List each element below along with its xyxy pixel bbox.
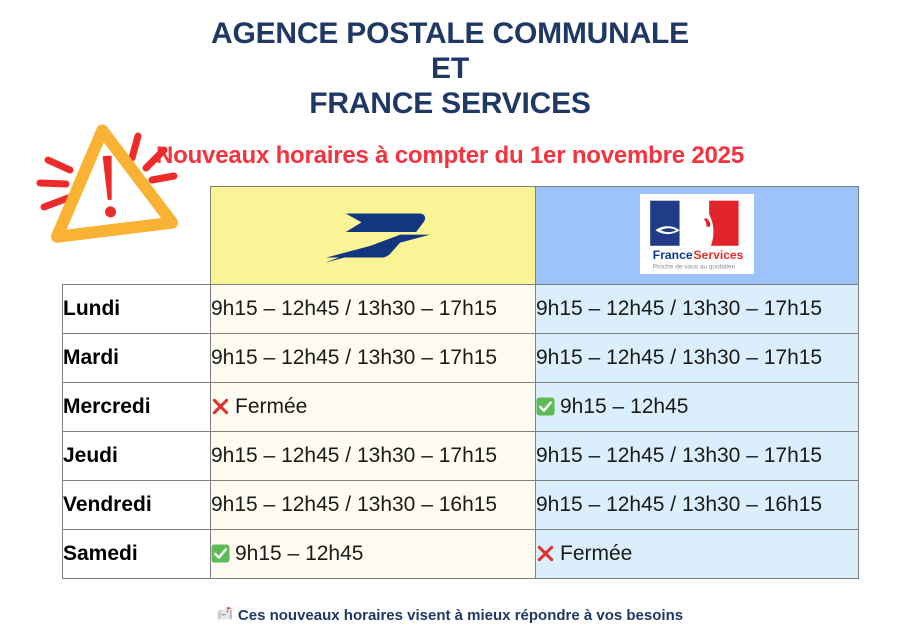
fs-logo-word-services: Services — [694, 248, 744, 262]
footer-note: Ces nouveaux horaires visent à mieux rép… — [0, 606, 900, 624]
hours-text: 9h15 – 12h45 / 13h30 – 17h15 — [536, 297, 823, 320]
hours-text: 9h15 – 12h45 / 13h30 – 16h15 — [536, 493, 823, 516]
hours-text: 9h15 – 12h45 / 13h30 – 17h15 — [211, 346, 498, 369]
hours-france-services-mercredi: 9h15 – 12h45 — [535, 382, 859, 432]
hours-text: Fermée — [560, 542, 633, 565]
check-icon — [211, 544, 230, 563]
page-title: AGENCE POSTALE COMMUNALE ET FRANCE SERVI… — [0, 16, 900, 121]
hours-france-services-mardi: 9h15 – 12h45 / 13h30 – 17h15 — [535, 333, 859, 383]
hours-la-poste-lundi: 9h15 – 12h45 / 13h30 – 17h15 — [210, 284, 536, 334]
hours-text: 9h15 – 12h45 / 13h30 – 17h15 — [536, 444, 823, 467]
mailbox-icon — [217, 606, 234, 623]
day-label-mercredi: Mercredi — [62, 382, 211, 432]
opening-hours-table: France Services Proche de vous au quotid… — [62, 186, 859, 579]
fs-logo-word-france: France — [653, 248, 693, 262]
hours-text: 9h15 – 12h45 — [235, 542, 364, 565]
title-line-1: AGENCE POSTALE COMMUNALE — [211, 17, 689, 50]
hours-france-services-lundi: 9h15 – 12h45 / 13h30 – 17h15 — [535, 284, 859, 334]
fs-logo-tagline: Proche de vous au quotidien — [653, 263, 736, 270]
hours-la-poste-vendredi: 9h15 – 12h45 / 13h30 – 16h15 — [210, 480, 536, 530]
day-label-lundi: Lundi — [62, 284, 211, 334]
table-row: Lundi 9h15 – 12h45 / 13h30 – 17h15 9h15 … — [62, 284, 859, 334]
hours-text: 9h15 – 12h45 / 13h30 – 16h15 — [211, 493, 498, 516]
hours-text: 9h15 – 12h45 / 13h30 – 17h15 — [536, 346, 823, 369]
day-label-mardi: Mardi — [62, 333, 211, 383]
hours-france-services-samedi: Fermée — [535, 529, 859, 579]
header-cell-france-services: France Services Proche de vous au quotid… — [535, 186, 859, 285]
table-row: Mercredi Fermée — [62, 382, 859, 432]
check-icon — [536, 397, 555, 416]
title-line-3: FRANCE SERVICES — [309, 87, 591, 120]
cross-icon — [536, 544, 555, 563]
table-row: Samedi 9h15 – 12h45 — [62, 529, 859, 579]
day-label-samedi: Samedi — [62, 529, 211, 579]
table-row: Jeudi 9h15 – 12h45 / 13h30 – 17h15 9h15 … — [62, 431, 859, 481]
hours-la-poste-mardi: 9h15 – 12h45 / 13h30 – 17h15 — [210, 333, 536, 383]
warning-triangle-icon — [22, 108, 197, 258]
hours-la-poste-samedi: 9h15 – 12h45 — [210, 529, 536, 579]
la-poste-logo — [211, 203, 535, 269]
hours-la-poste-mercredi: Fermée — [210, 382, 536, 432]
subtitle-new-hours: Nouveaux horaires à compter du 1er novem… — [156, 142, 744, 169]
france-services-logo: France Services Proche de vous au quotid… — [640, 194, 754, 274]
header-cell-la-poste — [210, 186, 536, 285]
day-label-vendredi: Vendredi — [62, 480, 211, 530]
hours-la-poste-jeudi: 9h15 – 12h45 / 13h30 – 17h15 — [210, 431, 536, 481]
day-label-jeudi: Jeudi — [62, 431, 211, 481]
cross-icon — [211, 397, 230, 416]
footer-text: Ces nouveaux horaires visent à mieux rép… — [237, 607, 684, 624]
table-row: Vendredi 9h15 – 12h45 / 13h30 – 16h15 9h… — [62, 480, 859, 530]
hours-text: 9h15 – 12h45 — [560, 395, 689, 418]
table-row: Mardi 9h15 – 12h45 / 13h30 – 17h15 9h15 … — [62, 333, 859, 383]
title-line-2: ET — [431, 52, 469, 85]
hours-text: Fermée — [235, 395, 308, 418]
table-header-row: France Services Proche de vous au quotid… — [63, 186, 859, 285]
hours-text: 9h15 – 12h45 / 13h30 – 17h15 — [211, 297, 498, 320]
hours-text: 9h15 – 12h45 / 13h30 – 17h15 — [211, 444, 498, 467]
hours-france-services-jeudi: 9h15 – 12h45 / 13h30 – 17h15 — [535, 431, 859, 481]
hours-france-services-vendredi: 9h15 – 12h45 / 13h30 – 16h15 — [535, 480, 859, 530]
